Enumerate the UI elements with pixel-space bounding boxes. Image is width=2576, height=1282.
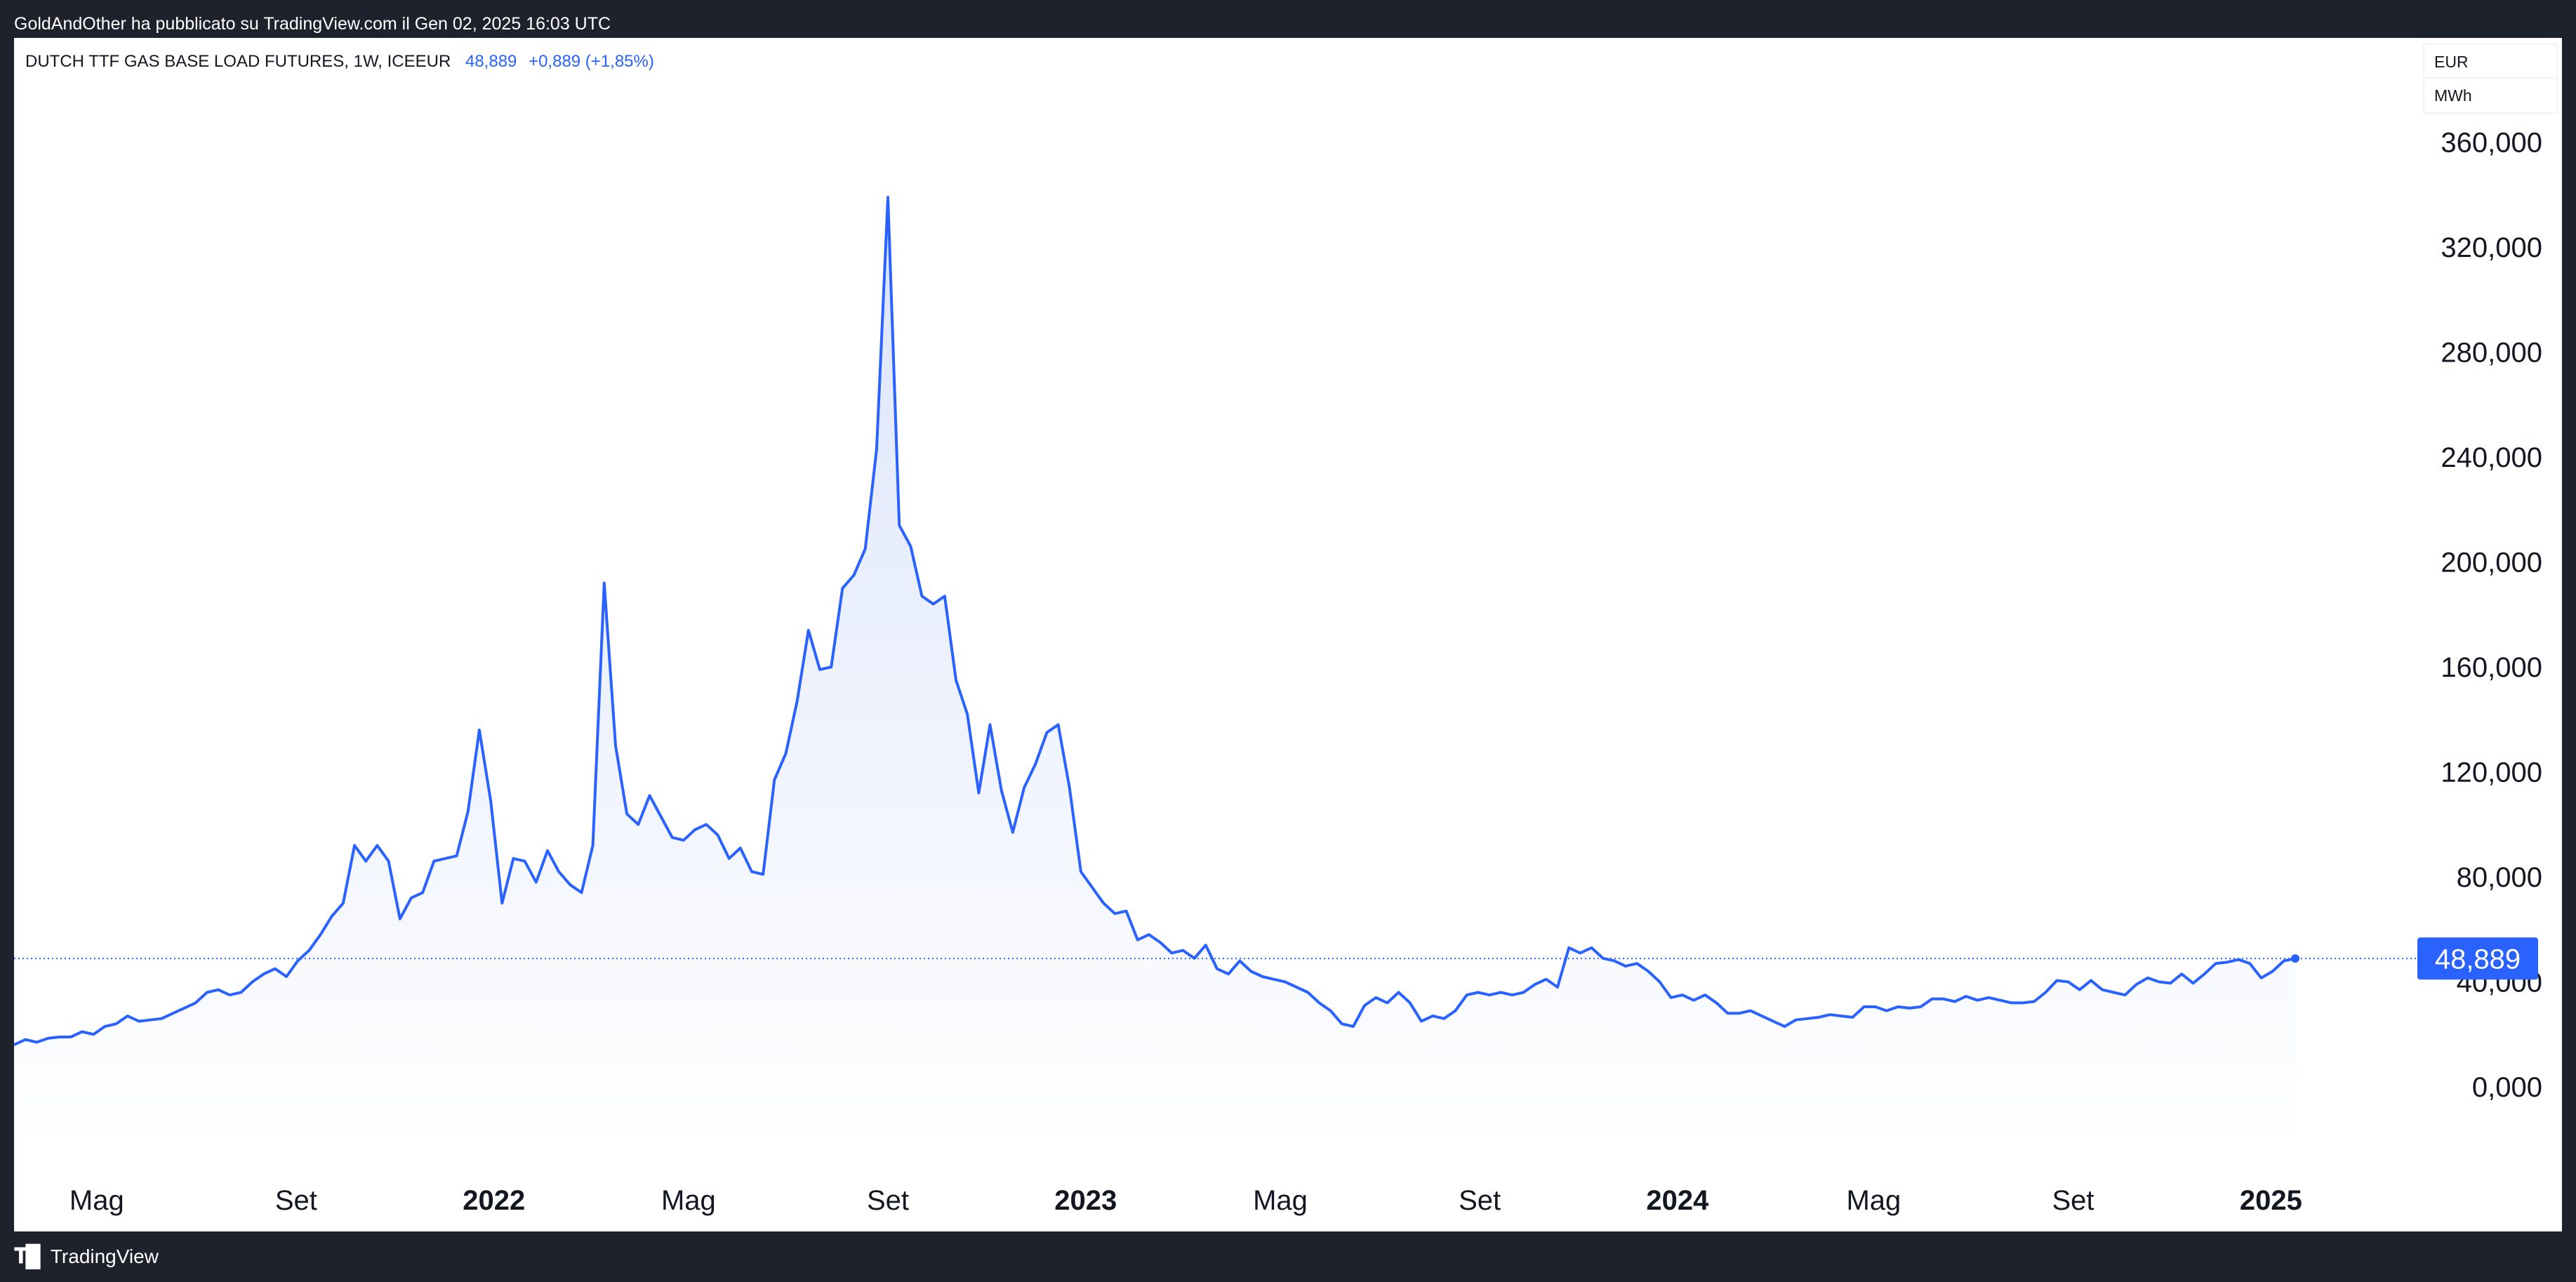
x-tick-label: 2025 [2240,1185,2302,1216]
x-tick-label: 2024 [1646,1185,1709,1216]
y-tick-label: 360,000 [2441,128,2542,159]
currency-label[interactable]: EUR [2424,45,2556,79]
last-data-point[interactable] [2291,954,2299,963]
y-tick-label: 0,000 [2472,1072,2542,1103]
y-tick-label: 240,000 [2441,442,2542,473]
x-tick-label: Mag [1253,1185,1308,1216]
y-tick-label: 320,000 [2441,232,2542,263]
last-price: 48,889 [465,52,517,71]
y-tick-label: 160,000 [2441,652,2542,683]
price-change: +0,889 (+1,85%) [529,52,654,71]
y-tick-label: 200,000 [2441,548,2542,579]
brand-name: TradingView [50,1245,159,1267]
unit-label[interactable]: MWh [2434,86,2472,105]
footer-bar: 𝐓█ TradingView [0,1231,2576,1282]
x-tick-label: Set [2052,1185,2094,1216]
symbol-legend[interactable]: DUTCH TTF GAS BASE LOAD FUTURES, 1W, ICE… [25,52,654,72]
last-price-axis-label: 48,889 [2435,944,2521,974]
y-tick-label: 120,000 [2441,758,2542,788]
x-tick-label: Mag [69,1185,124,1216]
y-tick-label: 280,000 [2441,338,2542,369]
y-tick-label: 80,000 [2457,862,2542,893]
published-by-header: GoldAndOther ha pubblicato su TradingVie… [0,0,2576,38]
x-tick-label: Set [867,1185,909,1216]
series-area-fill [14,197,2295,1151]
x-axis[interactable]: Mag Set 2022 Mag Set 2023 Mag Set 2024 Mag Set 2025 [69,1185,2302,1216]
x-tick-label: Set [275,1185,317,1216]
last-price-axis-badge [2417,937,2538,980]
x-tick-label: 2023 [1054,1185,1117,1216]
series-line[interactable] [13,196,2296,1047]
symbol-title: DUTCH TTF GAS BASE LOAD FUTURES, 1W, ICE… [25,52,451,71]
x-tick-label: Set [1459,1185,1501,1216]
currency-unit-selector[interactable]: EUR MWh [2423,44,2558,114]
x-tick-label: 2022 [463,1185,525,1216]
x-tick-label: Mag [661,1185,716,1216]
x-tick-label: Mag [1846,1185,1901,1216]
tradingview-logo-icon: 𝐓█ [14,1245,41,1268]
